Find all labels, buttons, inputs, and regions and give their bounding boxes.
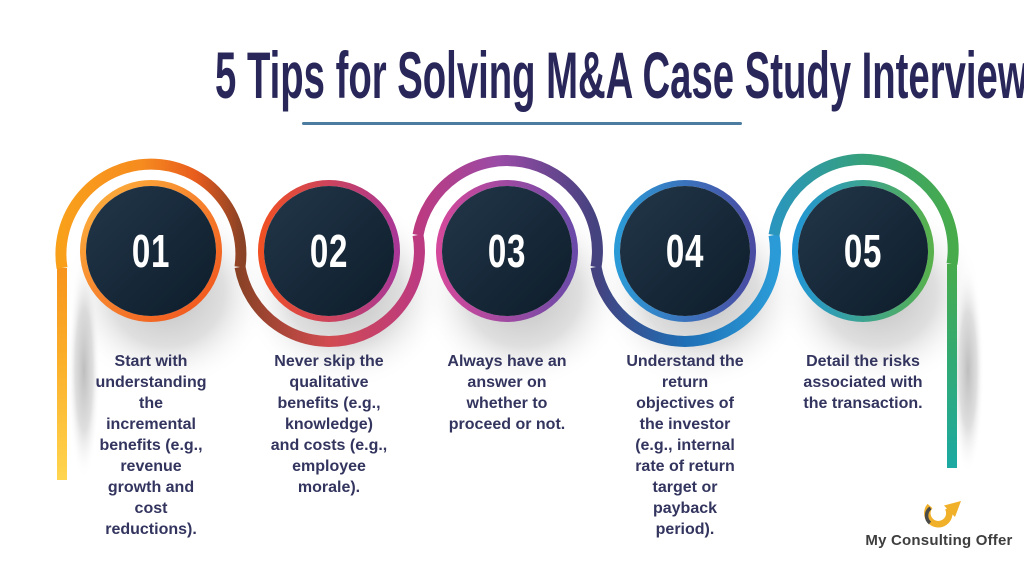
step-description: Never skip the qualitative benefits (e.g…: [270, 353, 388, 496]
serpentine-arc-step3: [412, 155, 603, 268]
step-ring: [614, 180, 756, 322]
swoosh-arrow-icon: [924, 501, 961, 528]
step-ring: [792, 180, 934, 322]
step-description: Start with understanding the incremental…: [95, 353, 207, 538]
step-number: 02: [309, 225, 349, 277]
step-number: 05: [843, 225, 883, 277]
serpentine-arc-step2: [234, 234, 425, 347]
step-disc: [264, 186, 394, 316]
serpentine-arc-step1: [55, 158, 247, 269]
step-description: Always have an answer on whether to proc…: [447, 353, 567, 433]
title-underline: [302, 122, 742, 125]
shadow-blob: [68, 260, 100, 480]
logo: My Consulting Offer: [856, 499, 1022, 549]
step-ring: [436, 180, 578, 322]
step-disc: [86, 186, 216, 316]
serpentine-arc-step4: [590, 234, 781, 347]
step-ring: [258, 180, 400, 322]
step-disc: [442, 186, 572, 316]
step-ring: [80, 180, 222, 322]
step-disc: [620, 186, 750, 316]
serpentine-arc-step5: [768, 153, 959, 265]
step-number: 04: [665, 225, 705, 277]
step-description: Detail the risks associated with the tra…: [803, 353, 923, 412]
step-description: Understand the return objectives of the …: [626, 353, 744, 538]
shadow-blob: [952, 265, 984, 475]
step-disc: [798, 186, 928, 316]
logo-text: My Consulting Offer: [865, 532, 1013, 549]
step-number: 03: [487, 225, 527, 277]
step-number: 01: [131, 225, 171, 277]
